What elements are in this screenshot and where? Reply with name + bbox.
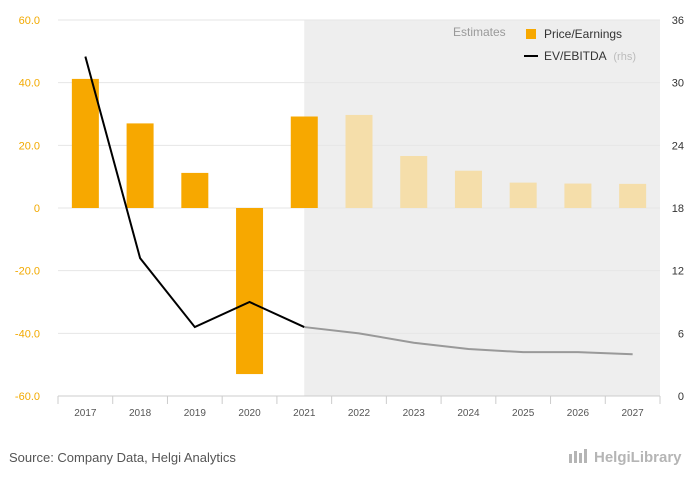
legend: Estimates Price/Earnings EV/EBITDA (rhs) [453, 25, 636, 63]
y-tick-label-right: 0 [678, 391, 684, 403]
x-tick-label: 2025 [512, 408, 535, 419]
combo-chart: 60.0 36 40.0 30 20.0 24 0 18 -20.0 12 -40.0 6 -60.0 0… [15, 15, 684, 419]
y-tick-label-left: -60.0 [15, 391, 40, 403]
y-tick-label-right: 12 [672, 266, 684, 278]
y-tick-label-left: -20.0 [15, 266, 40, 278]
y-tick-label-right: 36 [672, 15, 684, 27]
bar-price-earnings-2024 [454, 170, 482, 208]
x-tick-label: 2023 [403, 408, 426, 419]
y-tick-label-left: 20.0 [19, 140, 40, 152]
x-tick-label: 2024 [457, 408, 480, 419]
legend-swatch-price-earnings [526, 29, 536, 39]
source-note: Source: Company Data, Helgi Analytics [9, 450, 236, 465]
y-tick-label-left: 40.0 [19, 78, 40, 90]
bar-price-earnings-2026 [564, 183, 592, 208]
y-tick-label-left: -40.0 [15, 328, 40, 340]
bar-price-earnings-2017 [71, 78, 99, 208]
x-tick-label: 2027 [622, 408, 645, 419]
library-logo-icon [568, 448, 590, 468]
bar-series-layer [71, 78, 647, 375]
estimates-label: Estimates [453, 25, 506, 39]
x-tick-label: 2017 [74, 408, 97, 419]
bar-price-earnings-2021 [290, 116, 318, 208]
line-ev-ebitda-actual [84, 56, 305, 329]
bar-price-earnings-2022 [345, 114, 373, 208]
bar-price-earnings-2018 [126, 123, 154, 208]
line-series-layer [84, 56, 633, 356]
bar-price-earnings-2023 [400, 155, 428, 208]
bar-price-earnings-2020 [236, 208, 264, 375]
legend-unit-note: (rhs) [613, 51, 636, 63]
x-tick-label: 2018 [129, 408, 152, 419]
bar-price-earnings-2027 [619, 183, 647, 208]
y-tick-label-right: 30 [672, 78, 684, 90]
y-tick-label-left: 0 [34, 203, 40, 215]
legend-label-price-earnings: Price/Earnings [544, 27, 622, 41]
x-tick-label: 2020 [238, 408, 261, 419]
legend-label-ev-ebitda-name: EV/EBITDA [544, 49, 607, 63]
logo-text: HelgiLibrary [594, 448, 682, 466]
legend-label-ev-ebitda: EV/EBITDA (rhs) [544, 49, 636, 63]
axis-layer: 60.0 36 40.0 30 20.0 24 0 18 -20.0 12 -40.0 6 -60.0 0… [15, 15, 684, 419]
x-tick-label: 2022 [348, 408, 371, 419]
helgi-library-logo: HelgiLibrary [568, 448, 682, 468]
x-tick-label: 2019 [184, 408, 207, 419]
bar-price-earnings-2025 [509, 182, 537, 208]
x-tick-label: 2026 [567, 408, 590, 419]
y-tick-label-right: 18 [672, 203, 684, 215]
bar-price-earnings-2019 [181, 172, 209, 208]
y-tick-label-right: 24 [672, 140, 684, 152]
y-tick-label-right: 6 [678, 328, 684, 340]
y-tick-label-left: 60.0 [19, 15, 40, 27]
x-tick-label: 2021 [293, 408, 316, 419]
line-ev-ebitda-estimate [304, 326, 633, 356]
